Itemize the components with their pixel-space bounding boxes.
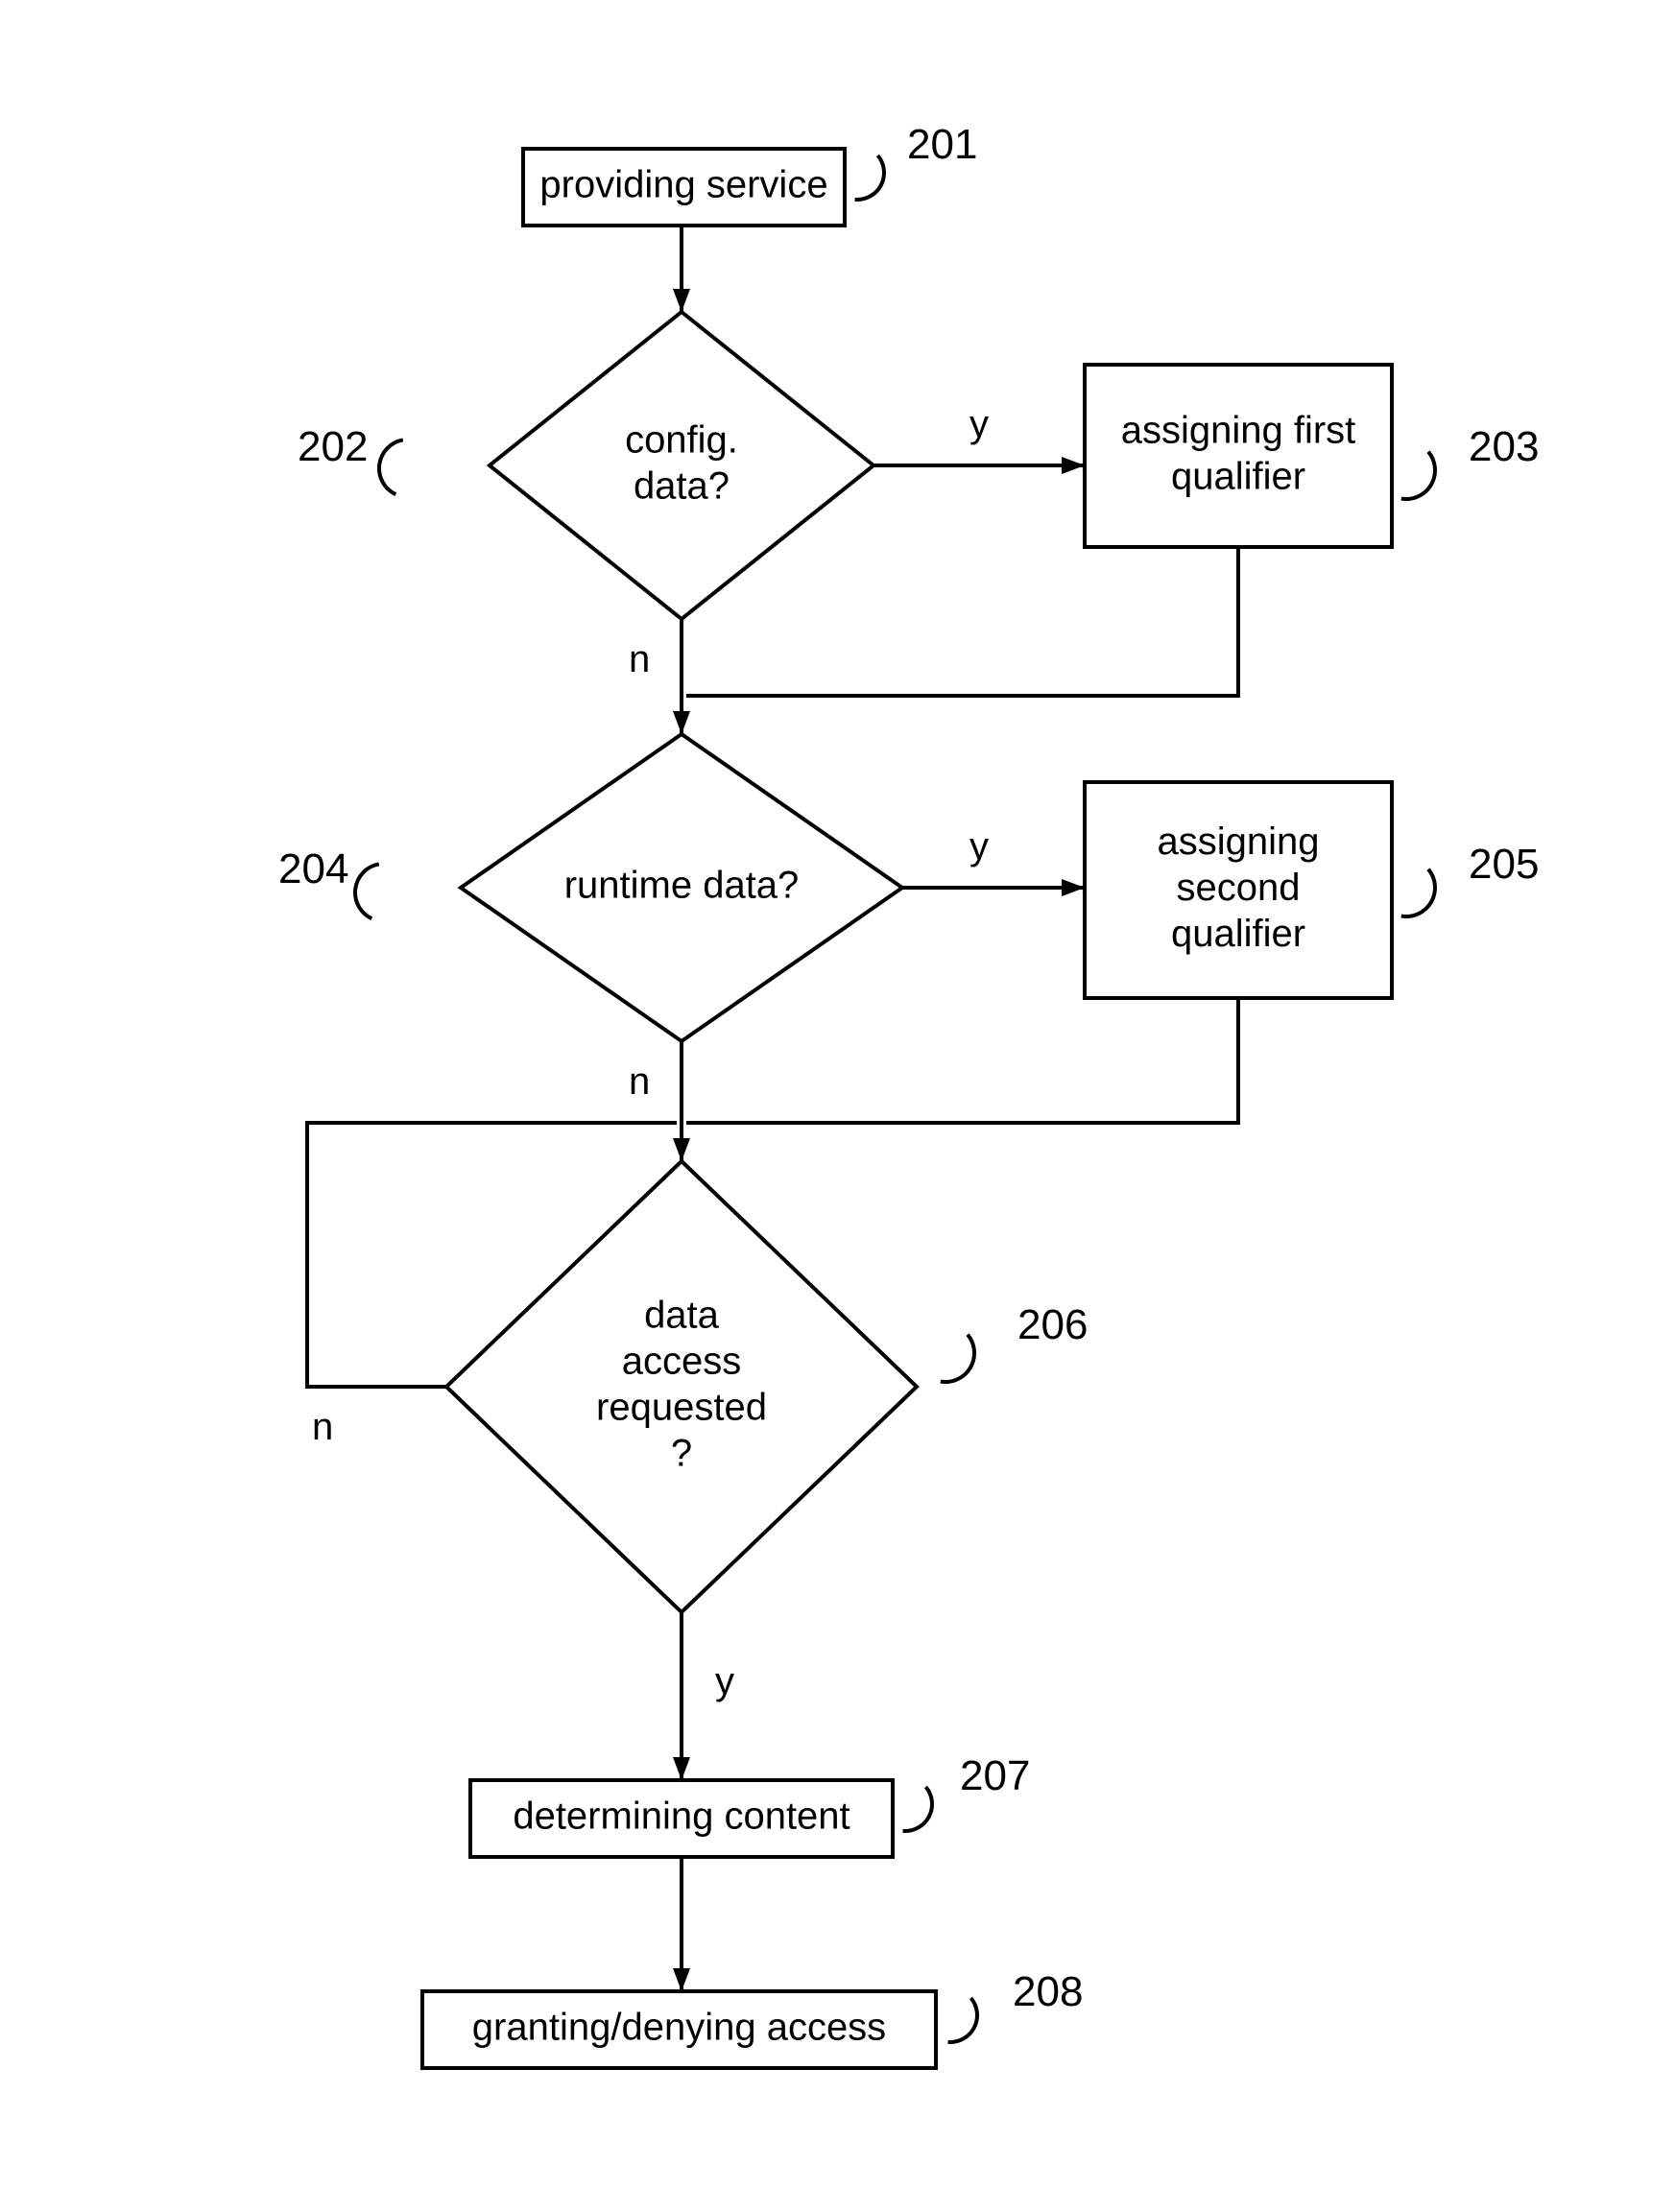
reference-tick — [948, 1998, 977, 2042]
reference-tick — [1401, 452, 1435, 499]
edge-label: y — [715, 1660, 734, 1702]
reference-tick — [903, 1787, 932, 1831]
reference-tick — [941, 1335, 974, 1382]
reference-label: 202 — [298, 423, 368, 470]
node-text: assigning — [1157, 821, 1319, 863]
reference-label: 207 — [960, 1752, 1030, 1799]
reference-tick — [355, 864, 379, 918]
edge-label: y — [969, 825, 989, 868]
reference-tick — [1401, 869, 1435, 916]
flow-edge — [686, 998, 1238, 1123]
node-text: access — [622, 1341, 742, 1383]
reference-label: 208 — [1013, 1968, 1083, 2015]
node-text: determining content — [513, 1796, 849, 1838]
edge-label: n — [629, 1060, 650, 1103]
reference-tick — [855, 155, 884, 200]
reference-label: 205 — [1469, 841, 1539, 888]
node-text: ? — [671, 1433, 692, 1475]
reference-label: 201 — [907, 121, 977, 168]
edge-label: y — [969, 403, 989, 445]
node-text: requested — [596, 1387, 767, 1429]
edge-label: n — [312, 1406, 333, 1448]
node-text: providing service — [539, 164, 827, 206]
reference-tick — [379, 440, 403, 494]
reference-label: 204 — [278, 845, 348, 892]
node-text: assigning first — [1121, 410, 1356, 452]
node-text: data? — [634, 465, 730, 508]
node-text: qualifier — [1171, 913, 1305, 955]
node-text: second — [1177, 867, 1301, 909]
node-text: granting/denying access — [472, 2007, 886, 2049]
flow-edge — [686, 547, 1238, 696]
node-text: runtime data? — [564, 865, 800, 907]
flowchart-diagram: ynynnyproviding service201config.data?20… — [0, 0, 1675, 2212]
node-text: qualifier — [1171, 456, 1305, 498]
node-text: data — [644, 1295, 720, 1337]
reference-label: 203 — [1469, 423, 1539, 470]
edge-label: n — [629, 638, 650, 680]
node-text: config. — [625, 419, 738, 462]
reference-label: 206 — [1017, 1301, 1088, 1348]
